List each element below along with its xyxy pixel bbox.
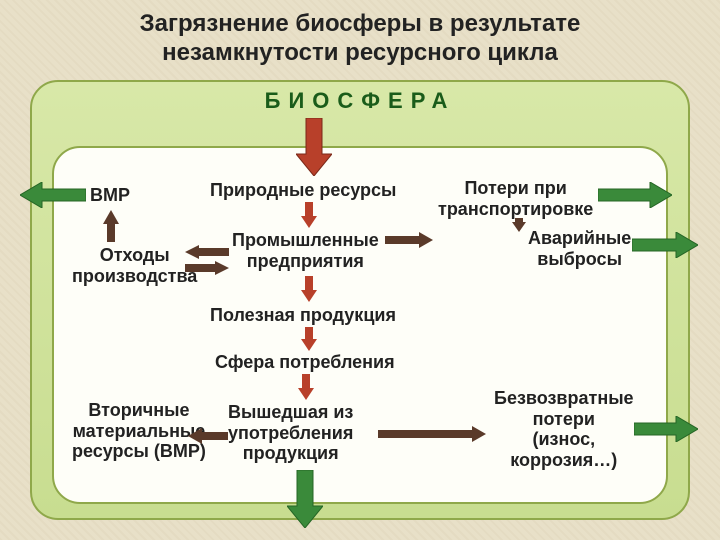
arrow-exit-bottom (287, 470, 323, 528)
slide-title: Загрязнение биосферы в результате незамк… (0, 10, 720, 68)
arrow-prirodnye-prom (301, 202, 317, 228)
arrow-biosphere-down (296, 118, 332, 176)
node-vtorichnye: Вторичные материальные ресурсы (ВМР) (72, 400, 206, 462)
node-poteri: Потери при транспортировке (438, 178, 593, 219)
node-vmr: ВМР (90, 185, 130, 206)
node-poleznaya: Полезная продукция (210, 305, 396, 326)
arrow-bezvozvrat-out (634, 416, 698, 442)
arrow-prom-to-otkhody (185, 245, 229, 259)
title-line-1: Загрязнение биосферы в результате (140, 10, 581, 37)
arrow-sfera-vyshed (298, 374, 314, 400)
arrow-otkhody-to-prom (185, 261, 229, 275)
node-sfera: Сфера потребления (215, 352, 395, 373)
arrow-otkhody-vmr (103, 210, 119, 242)
arrow-prom-poleznaya (301, 276, 317, 302)
node-vyshed: Вышедшая из употребления продукция (228, 402, 353, 464)
arrow-poteri-avariynye (512, 218, 526, 232)
node-prirodnye: Природные ресурсы (210, 180, 396, 201)
title-line-2: незамкнутости ресурсного цикла (162, 39, 558, 66)
arrow-poleznaya-sfera (301, 327, 317, 351)
arrow-poteri-out (598, 182, 672, 208)
node-otkhody: Отходы производства (72, 245, 197, 286)
arrow-avariynye-out (632, 232, 698, 258)
node-bezvozvrat: Безвозвратные потери (износ, коррозия…) (494, 388, 634, 471)
node-avariynye: Аварийные выбросы (528, 228, 631, 269)
node-prom: Промышленные предприятия (232, 230, 379, 271)
arrow-prom-poteri (385, 232, 433, 248)
arrow-vyshed-bezvozvrat (378, 426, 486, 442)
biosphere-label: БИОСФЕРА (0, 88, 720, 114)
arrow-vmr-out (20, 182, 86, 208)
arrow-vyshed-vtorichnye (188, 428, 228, 444)
